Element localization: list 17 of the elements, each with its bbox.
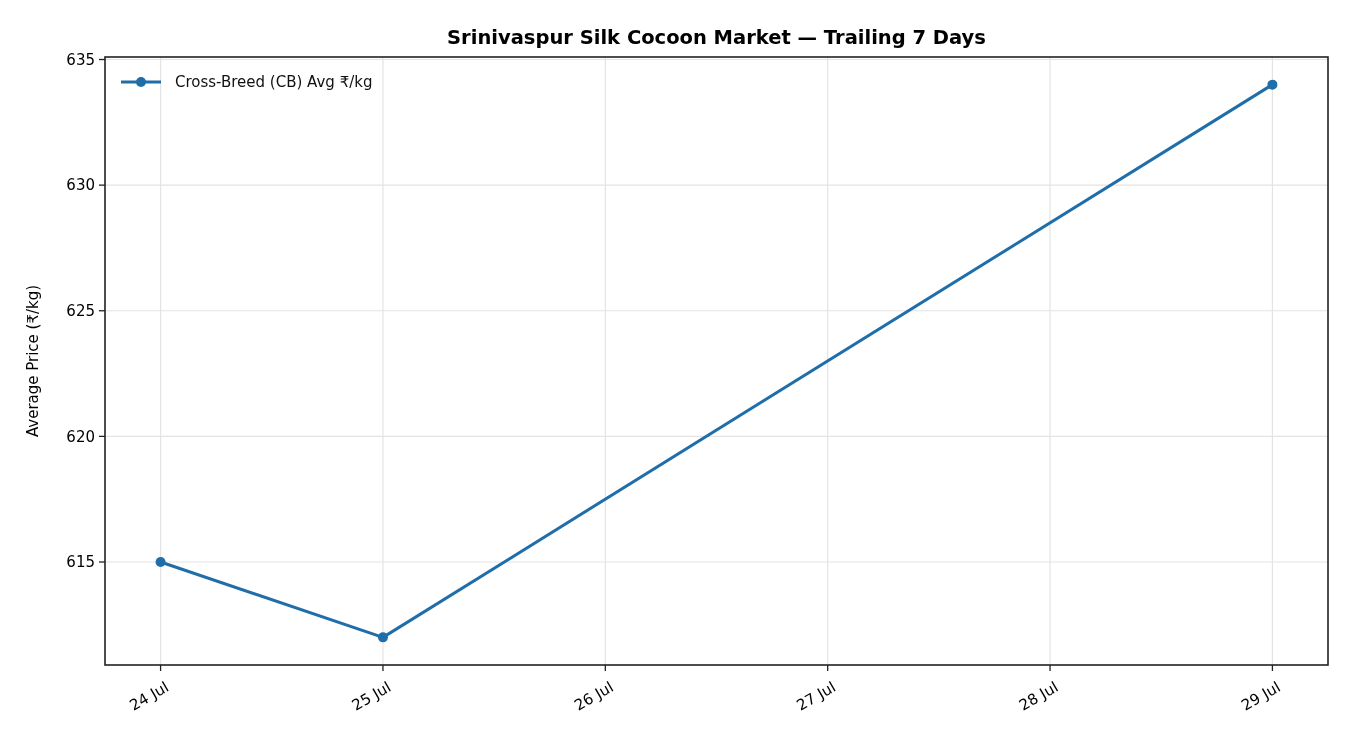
point: [377, 632, 388, 643]
legend-label: Cross-Breed (CB) Avg ₹/kg: [175, 73, 373, 92]
y-tick-label: 635: [66, 50, 95, 69]
point: [155, 557, 166, 567]
x-tick-label: 29 Jul: [1238, 677, 1284, 715]
y-tick-label: 615: [66, 553, 95, 572]
y-tick-label: 630: [66, 176, 95, 195]
x-tick-label: 26 Jul: [571, 677, 617, 715]
x-tick-label: 25 Jul: [348, 677, 395, 715]
y-tick-label: 625: [66, 302, 95, 320]
y-tick-label: 620: [66, 427, 95, 446]
point: [1267, 79, 1278, 90]
x-tick-label: 27 Jul: [793, 677, 839, 715]
x-tick-label: 24 Jul: [126, 677, 172, 715]
chart-title: Srinivaspur Silk Cocoon Market — Trailing 7 Days: [447, 26, 986, 49]
y-axis-title: Average Price (₹/kg): [24, 284, 42, 438]
x-tick-label: 28 Jul: [1015, 677, 1062, 715]
